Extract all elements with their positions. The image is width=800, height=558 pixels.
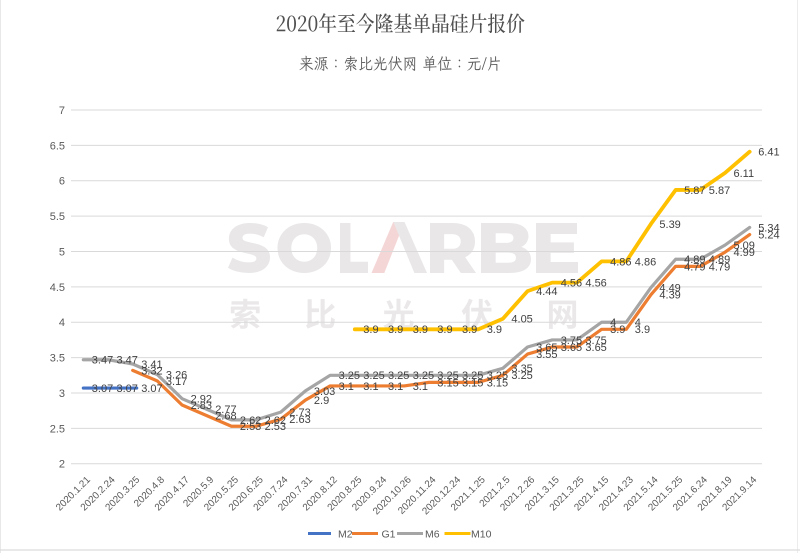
svg-text:3.47: 3.47 <box>117 355 138 367</box>
svg-text:3.65: 3.65 <box>561 342 582 354</box>
svg-text:5.87: 5.87 <box>709 185 730 197</box>
svg-text:3.26: 3.26 <box>166 370 187 382</box>
svg-text:4.44: 4.44 <box>536 286 557 298</box>
svg-text:4.56: 4.56 <box>585 278 606 290</box>
svg-text:3.1: 3.1 <box>363 381 378 393</box>
svg-text:4.86: 4.86 <box>610 256 631 268</box>
svg-text:3.15: 3.15 <box>437 377 458 389</box>
svg-text:3.9: 3.9 <box>437 324 452 336</box>
svg-text:3.1: 3.1 <box>388 381 403 393</box>
svg-text:2.73: 2.73 <box>289 407 310 419</box>
svg-text:3.32: 3.32 <box>141 365 162 377</box>
svg-text:2: 2 <box>59 459 65 471</box>
svg-text:3.9: 3.9 <box>487 324 502 336</box>
svg-text:4: 4 <box>59 317 65 329</box>
svg-text:3.25: 3.25 <box>437 370 458 382</box>
svg-text:5: 5 <box>59 246 65 258</box>
svg-text:4.79: 4.79 <box>709 261 730 273</box>
svg-text:3.1: 3.1 <box>339 381 354 393</box>
svg-text:3.9: 3.9 <box>413 324 428 336</box>
svg-text:3.25: 3.25 <box>339 370 360 382</box>
svg-text:3.9: 3.9 <box>363 324 378 336</box>
svg-text:2.77: 2.77 <box>215 404 236 416</box>
svg-text:3.5: 3.5 <box>50 353 65 365</box>
svg-text:4.86: 4.86 <box>635 256 656 268</box>
svg-text:3.41: 3.41 <box>141 359 162 371</box>
svg-text:2.63: 2.63 <box>289 414 310 426</box>
svg-text:5.34: 5.34 <box>758 222 779 234</box>
svg-text:3.25: 3.25 <box>511 370 532 382</box>
svg-text:3.75: 3.75 <box>585 335 606 347</box>
svg-text:3.07: 3.07 <box>92 383 113 395</box>
svg-text:M6: M6 <box>425 528 440 540</box>
svg-text:3.9: 3.9 <box>388 324 403 336</box>
svg-text:2.62: 2.62 <box>265 415 286 427</box>
svg-text:G1: G1 <box>382 528 396 540</box>
svg-text:2.83: 2.83 <box>191 400 212 412</box>
svg-text:3.25: 3.25 <box>363 370 384 382</box>
svg-text:2.62: 2.62 <box>240 415 261 427</box>
svg-text:5.87: 5.87 <box>684 185 705 197</box>
svg-text:4: 4 <box>635 317 641 329</box>
svg-text:6.5: 6.5 <box>50 140 65 152</box>
svg-text:7: 7 <box>59 105 65 117</box>
svg-text:4.89: 4.89 <box>709 254 730 266</box>
svg-text:6: 6 <box>59 176 65 188</box>
svg-text:3: 3 <box>59 388 65 400</box>
svg-text:3.65: 3.65 <box>536 342 557 354</box>
svg-text:M2: M2 <box>338 528 353 540</box>
svg-text:3.75: 3.75 <box>561 335 582 347</box>
svg-text:3.17: 3.17 <box>166 376 187 388</box>
svg-text:5.5: 5.5 <box>50 211 65 223</box>
svg-text:2.53: 2.53 <box>240 421 261 433</box>
svg-text:3.55: 3.55 <box>536 349 557 361</box>
svg-text:3.25: 3.25 <box>388 370 409 382</box>
svg-text:2.5: 2.5 <box>50 423 65 435</box>
svg-text:4.39: 4.39 <box>659 290 680 302</box>
svg-text:3.15: 3.15 <box>487 377 508 389</box>
svg-text:4.56: 4.56 <box>561 278 582 290</box>
svg-text:3.9: 3.9 <box>610 324 625 336</box>
svg-text:4.89: 4.89 <box>684 254 705 266</box>
svg-text:6.41: 6.41 <box>758 147 779 159</box>
svg-text:2.9: 2.9 <box>314 395 329 407</box>
svg-text:3.9: 3.9 <box>635 324 650 336</box>
svg-text:3.35: 3.35 <box>511 363 532 375</box>
svg-text:3.07: 3.07 <box>141 383 162 395</box>
svg-text:4.05: 4.05 <box>511 314 532 326</box>
svg-text:3.65: 3.65 <box>585 342 606 354</box>
svg-text:4.99: 4.99 <box>734 247 755 259</box>
svg-text:3.47: 3.47 <box>92 355 113 367</box>
svg-text:2.92: 2.92 <box>191 394 212 406</box>
svg-text:4.5: 4.5 <box>50 282 65 294</box>
svg-text:5.09: 5.09 <box>734 240 755 252</box>
svg-text:2.53: 2.53 <box>265 421 286 433</box>
svg-text:2.68: 2.68 <box>215 411 236 423</box>
svg-text:3.1: 3.1 <box>413 381 428 393</box>
svg-text:3.07: 3.07 <box>117 383 138 395</box>
svg-text:M10: M10 <box>471 528 492 540</box>
svg-text:3.25: 3.25 <box>462 370 483 382</box>
svg-text:3.9: 3.9 <box>462 324 477 336</box>
svg-text:3.15: 3.15 <box>462 377 483 389</box>
svg-text:4.79: 4.79 <box>684 261 705 273</box>
svg-text:3.03: 3.03 <box>314 386 335 398</box>
svg-text:6.11: 6.11 <box>734 168 755 180</box>
svg-text:4.49: 4.49 <box>659 283 680 295</box>
svg-text:5.24: 5.24 <box>758 229 779 241</box>
svg-text:3.25: 3.25 <box>487 370 508 382</box>
svg-text:4: 4 <box>610 317 616 329</box>
svg-text:3.25: 3.25 <box>413 370 434 382</box>
svg-text:5.39: 5.39 <box>659 219 680 231</box>
